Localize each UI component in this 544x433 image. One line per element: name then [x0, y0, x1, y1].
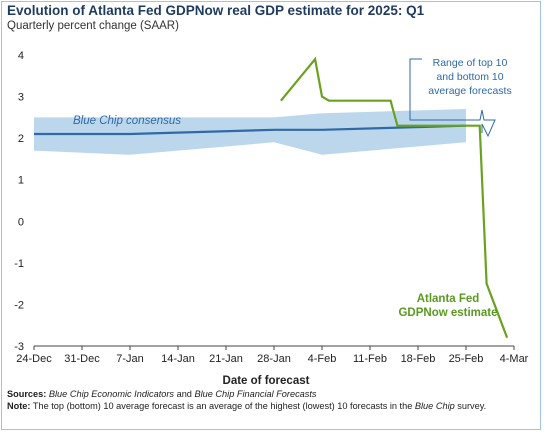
band-annotation-line: Range of top 10	[433, 57, 508, 69]
x-tick-label: 4-Feb	[308, 353, 337, 365]
y-tick-label: 3	[18, 92, 24, 104]
x-tick-label: 4-Mar	[500, 353, 529, 365]
annotation-layer: Blue Chip consensus Range of top 10 and bo…	[73, 57, 512, 319]
chart-subtitle: Quarterly percent change (SAAR)	[7, 20, 179, 32]
sources-line: Sources: Blue Chip Economic Indicators a…	[7, 389, 532, 401]
y-tick-label: -2	[14, 299, 24, 311]
band-annotation-line: average forecasts	[428, 85, 511, 97]
blue-chip-annotation: Blue Chip consensus	[73, 115, 181, 127]
y-tick-label: -1	[14, 258, 24, 270]
x-tick-label: 21-Jan	[209, 353, 243, 365]
note-label: Note:	[7, 400, 31, 411]
gdpnow-annotation-line: Atlanta Fed	[417, 293, 480, 305]
note-italic: Blue Chip	[414, 400, 455, 411]
line-layer	[34, 56, 509, 339]
sources-label: Sources:	[7, 389, 47, 399]
x-tick-label: 11-Feb	[353, 353, 387, 365]
sources-and: and	[176, 389, 192, 399]
gdpnow-annotation-line: GDPNow estimate	[398, 307, 497, 319]
axis-layer: 24-Dec 31-Dec 7-Jan 14-Jan 21-Jan 28-Jan 4-Feb…	[14, 50, 528, 387]
note-end: survey.	[457, 400, 487, 411]
band-bracket	[409, 58, 496, 138]
y-tick-label: 1	[18, 175, 24, 187]
chart-footer: Sources: Blue Chip Economic Indicators a…	[7, 389, 532, 412]
source-2: Blue Chip Financial Forecasts	[194, 389, 317, 399]
x-tick-label: 14-Jan	[161, 353, 195, 365]
gdpnow-line	[280, 56, 509, 339]
note-line: Note: The top (bottom) 10 average foreca…	[7, 401, 532, 413]
x-tick-label: 31-Dec	[64, 353, 100, 365]
band-annotation-line: and bottom 10	[436, 71, 503, 83]
x-tick-label: 18-Feb	[401, 353, 436, 365]
x-tick-label: 24-Dec	[16, 353, 52, 365]
source-1: Blue Chip Economic Indicators	[48, 389, 175, 399]
forecast-range-band	[34, 109, 466, 155]
band-layer	[34, 109, 466, 155]
y-tick-label: 0	[18, 216, 24, 228]
y-tick-label: 2	[18, 133, 24, 145]
chart-title: Evolution of Atlanta Fed GDPNow real GDP…	[7, 3, 425, 18]
blue-chip-consensus-line	[34, 124, 467, 136]
note-text: The top (bottom) 10 average forecast is …	[32, 400, 413, 411]
y-tick-label: 4	[18, 50, 24, 62]
x-tick-label: 28-Jan	[257, 353, 291, 365]
x-tick-label: 7-Jan	[116, 353, 144, 365]
x-tick-label: 25-Feb	[449, 353, 484, 365]
x-axis-label: Date of forecast	[223, 375, 310, 387]
y-tick-label: -3	[14, 341, 24, 353]
